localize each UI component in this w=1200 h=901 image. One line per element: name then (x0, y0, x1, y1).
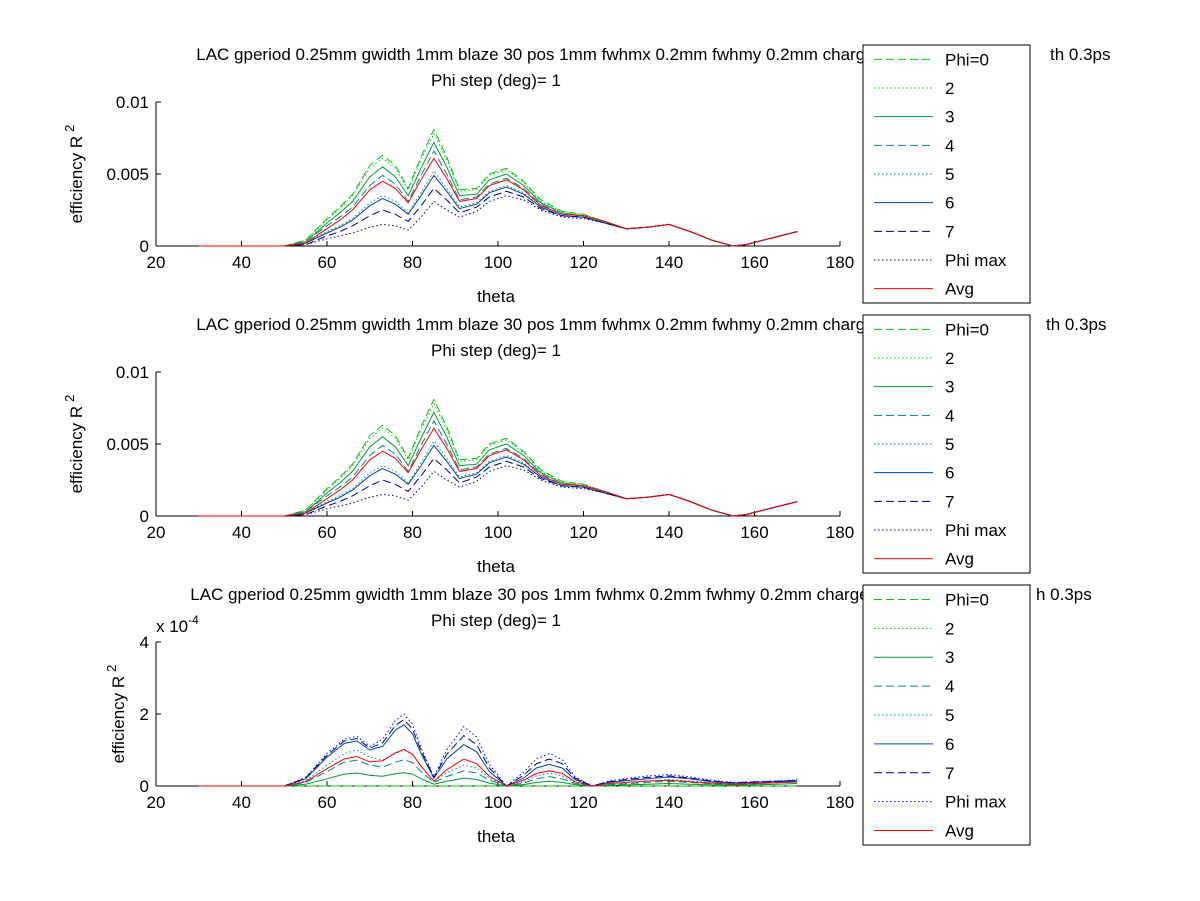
legend-label: Avg (945, 822, 974, 841)
series-line-9 (199, 158, 798, 246)
x-tick-label: 120 (569, 793, 597, 812)
y-tick-label: 0.005 (106, 435, 149, 454)
legend-label: Avg (945, 280, 974, 299)
x-tick-label: 100 (484, 793, 512, 812)
chart-subtitle: Phi step (deg)= 1 (431, 341, 561, 360)
legend-label: Avg (945, 550, 974, 569)
y-tick-label: 4 (140, 633, 149, 652)
legend-label: 2 (945, 619, 954, 638)
series-line-7 (199, 719, 798, 786)
x-tick-label: 20 (147, 793, 166, 812)
x-tick-label: 180 (826, 793, 854, 812)
y-axis-label: efficiency R2 (104, 665, 128, 764)
x-tick-label: 40 (232, 253, 251, 272)
x-tick-label: 20 (147, 523, 166, 542)
x-tick-label: 80 (403, 253, 422, 272)
x-tick-label: 180 (826, 523, 854, 542)
series-line-1 (199, 129, 798, 246)
x-tick-label: 120 (569, 523, 597, 542)
y-tick-label: 0.01 (116, 363, 149, 382)
legend-label: 6 (945, 464, 954, 483)
chart-title: LAC gperiod 0.25mm gwidth 1mm blaze 30 p… (196, 315, 907, 334)
legend-label: 5 (945, 435, 954, 454)
x-tick-label: 160 (740, 793, 768, 812)
legend-label: 7 (945, 222, 954, 241)
x-tick-label: 60 (318, 253, 337, 272)
chart-panel-2: LAC gperiod 0.25mm gwidth 1mm blaze 30 p… (62, 315, 1107, 576)
x-tick-label: 140 (655, 523, 683, 542)
legend-label: 7 (945, 492, 954, 511)
chart-panel-3: LAC gperiod 0.25mm gwidth 1mm blaze 30 p… (104, 585, 1092, 846)
x-tick-label: 140 (655, 253, 683, 272)
legend-label: 7 (945, 764, 954, 783)
series-line-7 (199, 188, 798, 246)
y-axis-label: efficiency R2 (62, 395, 86, 494)
y-exponent-label: x 10-4 (156, 613, 199, 636)
x-tick-label: 160 (740, 523, 768, 542)
legend-label: 4 (945, 406, 954, 425)
x-tick-label: 160 (740, 253, 768, 272)
legend-label: 2 (945, 79, 954, 98)
x-tick-label: 60 (318, 793, 337, 812)
legend-label: 4 (945, 677, 954, 696)
x-tick-label: 180 (826, 253, 854, 272)
series-line-1 (199, 399, 798, 516)
x-tick-label: 100 (484, 523, 512, 542)
series-line-7 (199, 458, 798, 516)
legend-label: 5 (945, 165, 954, 184)
y-tick-label: 0 (140, 237, 149, 256)
y-axis-label: efficiency R2 (62, 125, 86, 224)
legend-label: 3 (945, 378, 954, 397)
x-tick-label: 140 (655, 793, 683, 812)
series-line-8 (199, 714, 798, 786)
series-line-9 (199, 428, 798, 516)
legend-label: Phi=0 (945, 50, 989, 69)
y-tick-label: 2 (140, 705, 149, 724)
x-tick-label: 60 (318, 523, 337, 542)
y-tick-label: 0 (140, 507, 149, 526)
x-tick-label: 20 (147, 253, 166, 272)
x-tick-label: 80 (403, 793, 422, 812)
chart-title-tail: th 0.3ps (1046, 315, 1107, 334)
legend-label: Phi max (945, 521, 1007, 540)
chart-panel-1: LAC gperiod 0.25mm gwidth 1mm blaze 30 p… (62, 45, 1111, 306)
chart-title: LAC gperiod 0.25mm gwidth 1mm blaze 30 p… (190, 585, 901, 604)
legend-label: 6 (945, 735, 954, 754)
x-tick-label: 40 (232, 523, 251, 542)
x-axis-label: theta (477, 557, 515, 576)
y-tick-label: 0.005 (106, 165, 149, 184)
chart-subtitle: Phi step (deg)= 1 (431, 71, 561, 90)
chart-subtitle: Phi step (deg)= 1 (431, 611, 561, 630)
legend-label: 6 (945, 194, 954, 213)
series-line-6 (199, 445, 798, 516)
legend-label: Phi max (945, 793, 1007, 812)
x-tick-label: 120 (569, 253, 597, 272)
series-line-6 (199, 175, 798, 246)
legend-label: 2 (945, 349, 954, 368)
x-tick-label: 100 (484, 253, 512, 272)
legend-label: Phi=0 (945, 320, 989, 339)
figure: LAC gperiod 0.25mm gwidth 1mm blaze 30 p… (0, 0, 1200, 901)
legend-label: 5 (945, 706, 954, 725)
legend-label: 4 (945, 136, 954, 155)
x-tick-label: 80 (403, 523, 422, 542)
legend-label: 3 (945, 648, 954, 667)
x-axis-label: theta (477, 827, 515, 846)
y-tick-label: 0.01 (116, 93, 149, 112)
x-tick-label: 40 (232, 793, 251, 812)
y-tick-label: 0 (140, 777, 149, 796)
chart-title: LAC gperiod 0.25mm gwidth 1mm blaze 30 p… (196, 45, 907, 64)
legend-label: Phi max (945, 251, 1007, 270)
chart-title-tail: th 0.3ps (1050, 45, 1111, 64)
legend-label: Phi=0 (945, 590, 989, 609)
legend-label: 3 (945, 108, 954, 127)
x-axis-label: theta (477, 287, 515, 306)
chart-title-tail: h 0.3ps (1036, 585, 1092, 604)
